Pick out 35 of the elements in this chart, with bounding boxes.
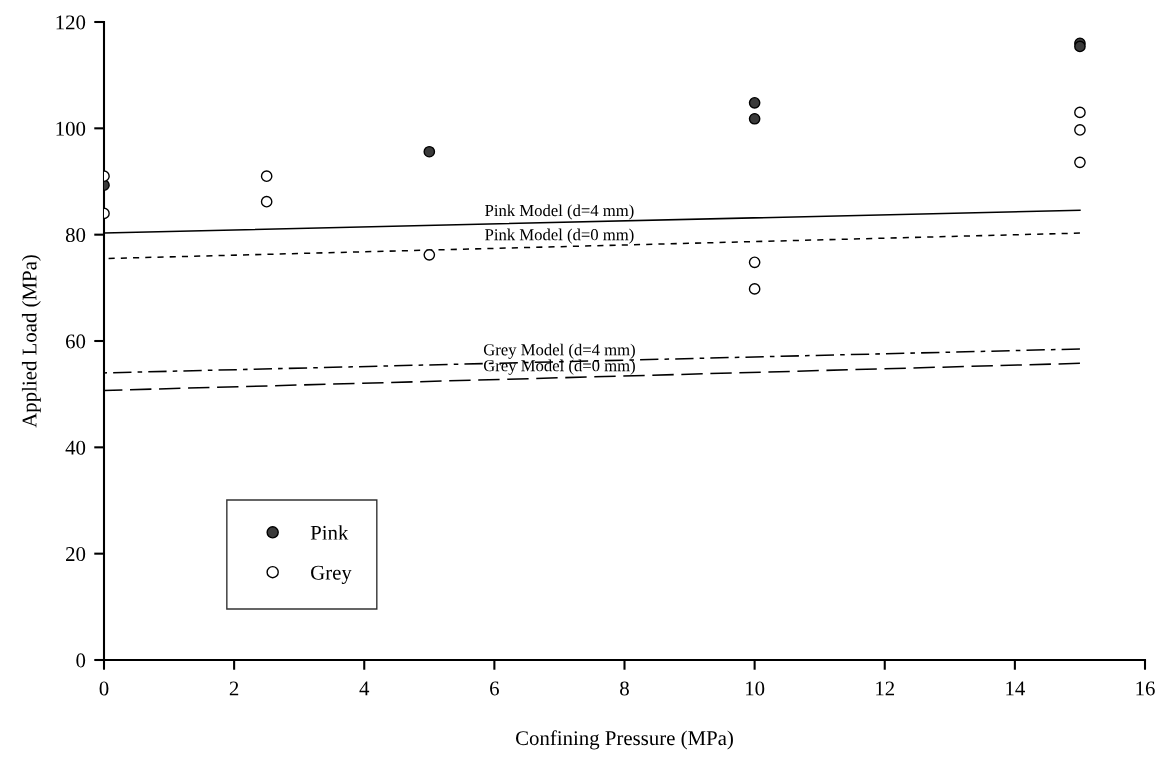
- point: [1074, 156, 1086, 169]
- x-tick-label: 2: [229, 681, 239, 696]
- point: [1074, 106, 1086, 119]
- point: [748, 96, 761, 109]
- point: [260, 170, 273, 183]
- y-tick-label: 100: [56, 121, 86, 136]
- point: [748, 256, 761, 269]
- legend-label: Grey: [311, 565, 352, 584]
- y-tick-label: 0: [76, 653, 86, 668]
- series-label: Grey Model (d=0 mm): [483, 359, 635, 375]
- series-label: Grey Model (d=4 mm): [483, 343, 635, 359]
- y-tick-label: 80: [65, 228, 86, 243]
- y-tick-label: 40: [65, 440, 86, 455]
- y-tick-label: 120: [56, 15, 86, 30]
- x-tick-label: 14: [1006, 681, 1025, 696]
- y-tick-label: 20: [66, 547, 86, 562]
- x-tick-label: 12: [876, 681, 895, 696]
- point: [260, 195, 273, 208]
- series-label: Pink Model (d=0 mm): [485, 228, 634, 244]
- x-tick-label: 16: [1136, 681, 1155, 696]
- x-tick-label: 6: [490, 681, 499, 696]
- point: [1074, 124, 1086, 136]
- point: [748, 112, 761, 125]
- series-label: Pink Model (d=4 mm): [485, 204, 634, 220]
- legend-label: Pink: [310, 525, 349, 540]
- x-tick-label: 0: [99, 681, 109, 696]
- x-tick-label: 8: [620, 681, 629, 696]
- point: [748, 283, 761, 295]
- x-axis-title: Confining Pressure (MPa): [515, 730, 733, 750]
- point: [423, 249, 436, 261]
- x-tick-label: 10: [746, 681, 765, 696]
- point: [423, 145, 436, 158]
- x-tick-label: 4: [359, 681, 370, 696]
- y-tick-label: 60: [66, 334, 86, 349]
- y-axis-title: Applied Load (MPa): [21, 255, 41, 428]
